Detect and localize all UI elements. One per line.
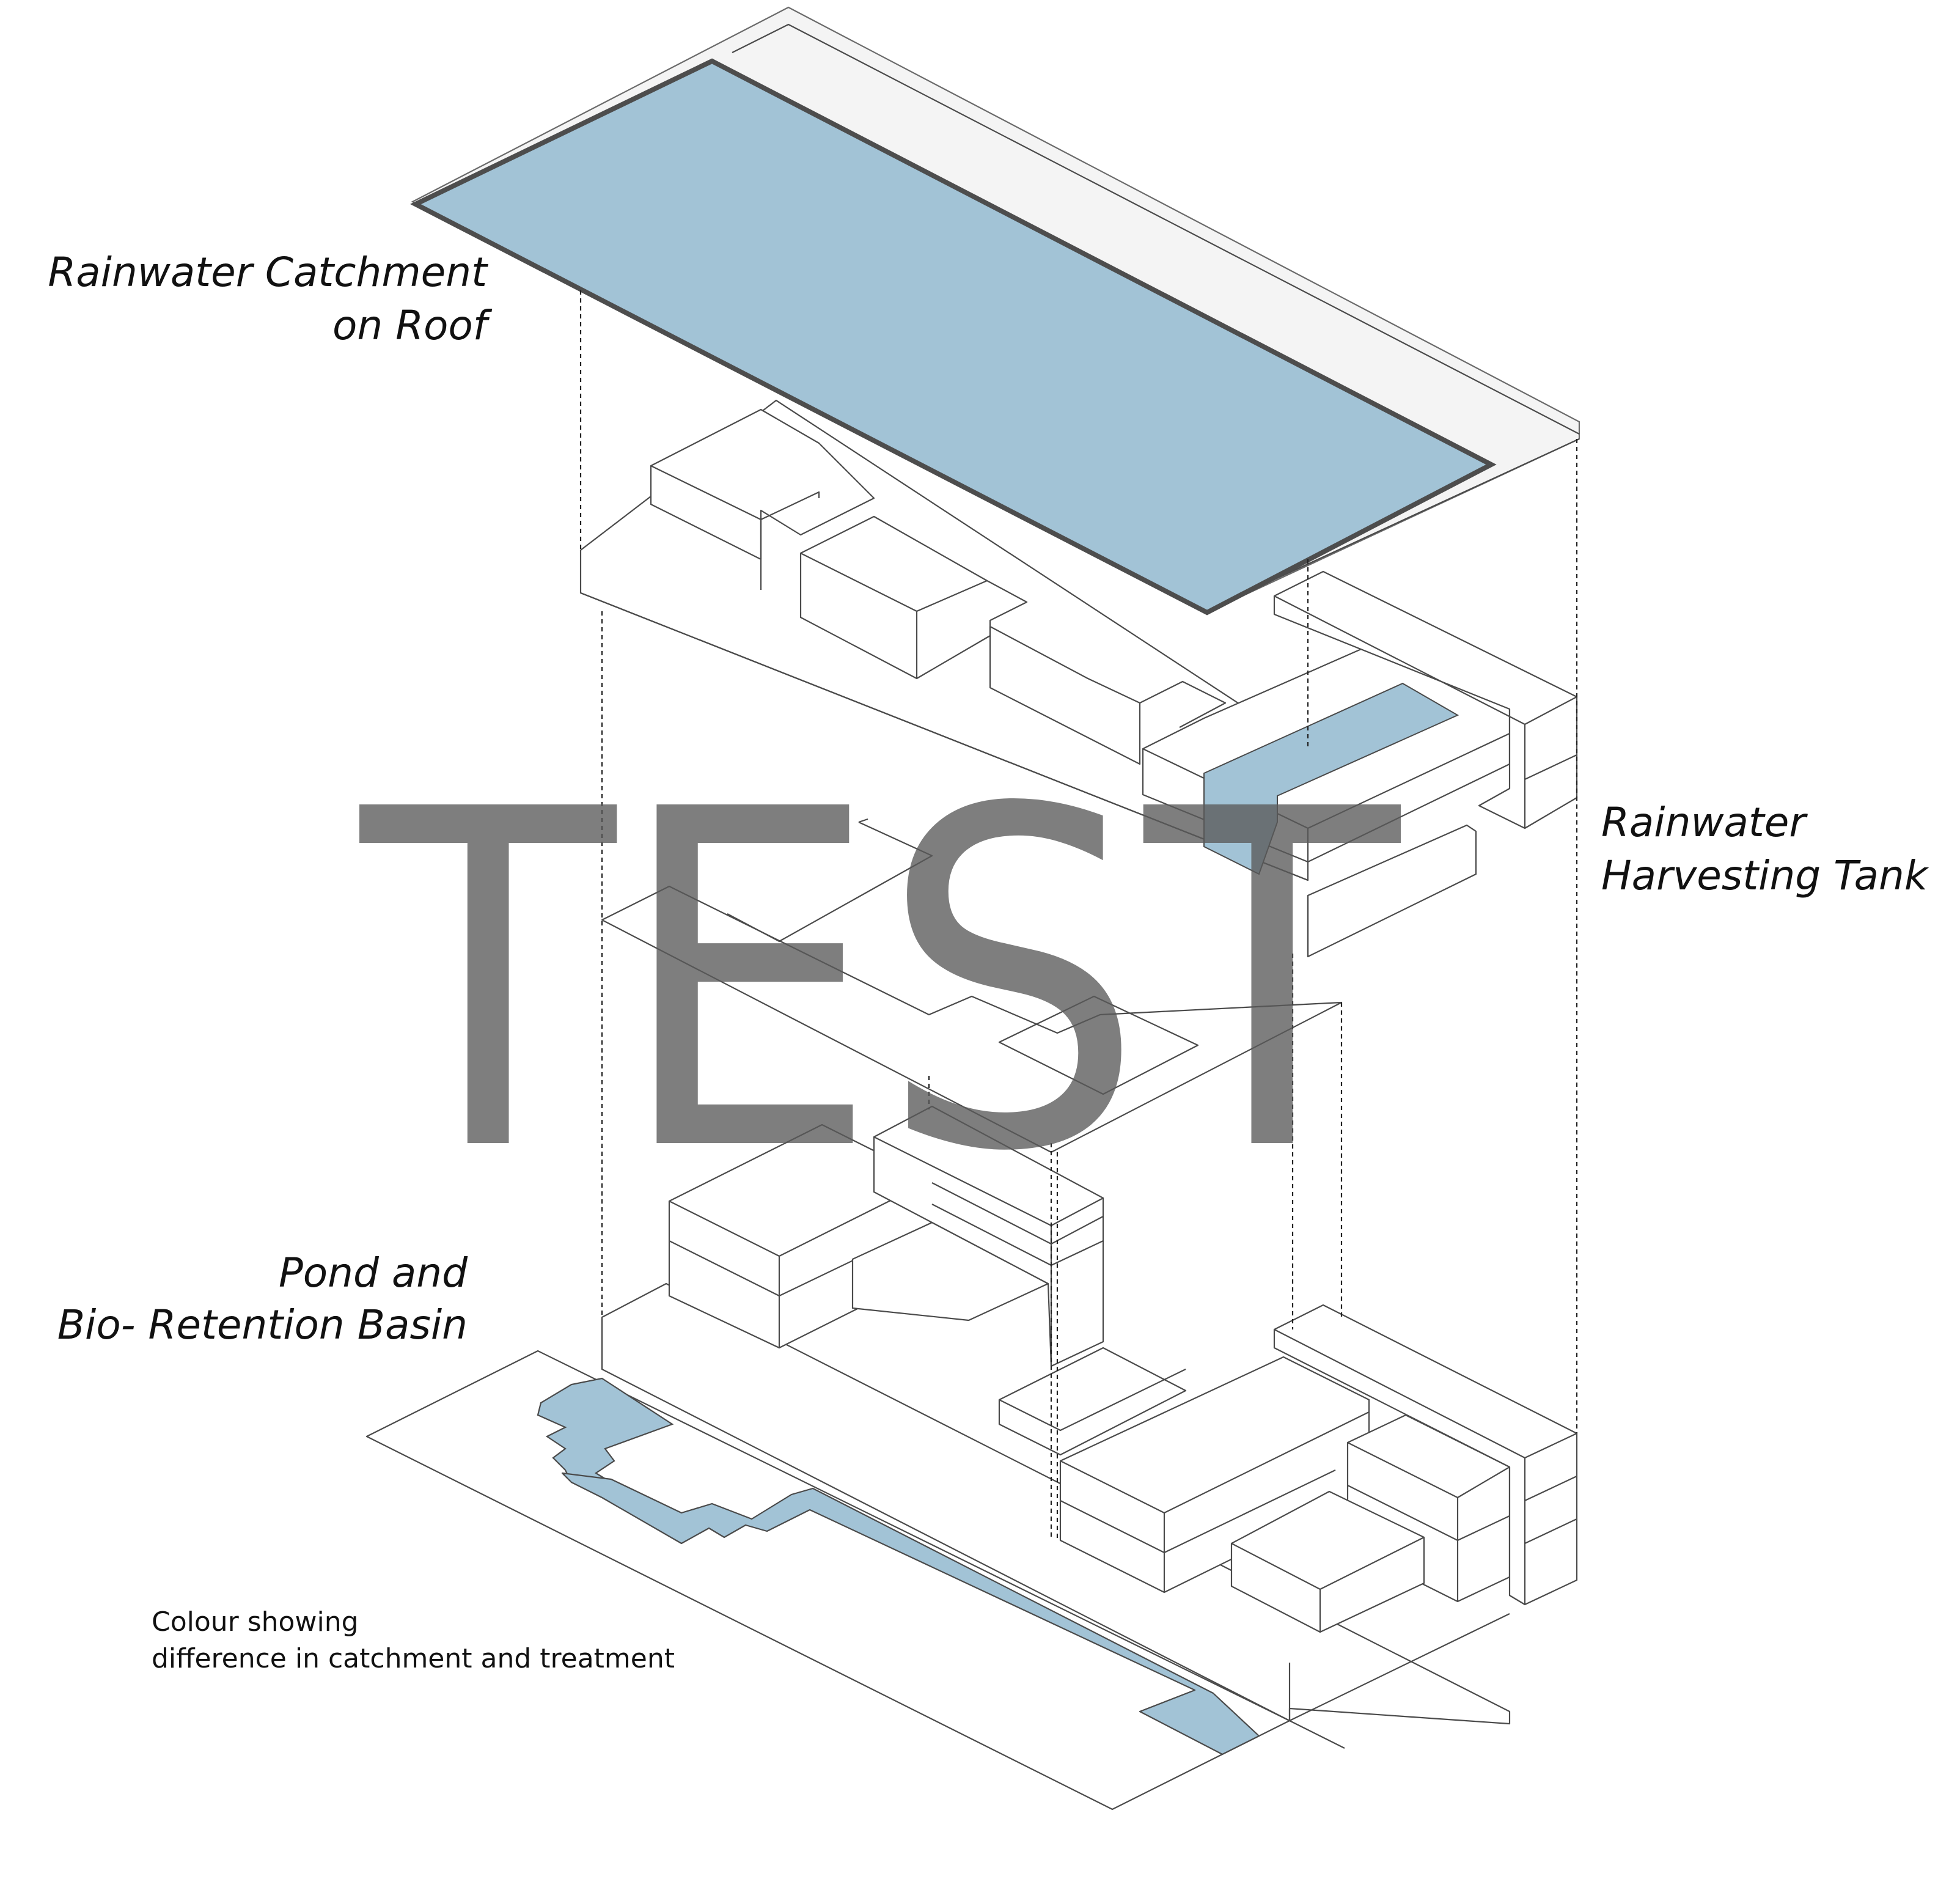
tank-label-line1: Rainwater [1601,799,1808,846]
lower-base-slab [601,1282,1511,1725]
upper-slab-edge [580,592,1309,881]
lower-pond-wedge [851,1221,1049,1322]
pond-channel [561,1472,1260,1756]
roof-slab-inner-edge [732,23,1580,435]
harvesting-tank-strip [1203,682,1459,875]
pond-label-line2: Bio- Retention Basin [57,1301,468,1348]
roof-label-line1: Rainwater Catchment [48,249,488,296]
ground-floor-plate [601,818,1343,1153]
roof-level [410,6,1580,616]
upper-right-block [1273,570,1578,829]
upper-block-3 [989,625,1141,765]
upper-floor-level [579,399,1578,958]
ground-plate-inset [998,995,1199,1095]
site-plane [365,1350,1291,1811]
pond-label-line1: Pond and [279,1249,468,1296]
projection-lines [579,290,1578,1540]
test-watermark: TEST [354,713,1405,1253]
roof-catchment-area [410,58,1497,616]
upper-block-2 [799,515,1028,680]
lower-level [601,1105,1578,1749]
legend-line2: difference in catchment and treatment [152,1643,675,1674]
lower-block-c [998,1347,1187,1456]
upper-block-1 [650,408,875,561]
legend-line1: Colour showing [152,1606,359,1638]
roof-label-line2: on Roof [332,302,493,349]
tank-label-line2: Harvesting Tank [1601,852,1929,899]
lower-block-f [1230,1490,1425,1633]
site-plane-outline [365,1350,1291,1811]
